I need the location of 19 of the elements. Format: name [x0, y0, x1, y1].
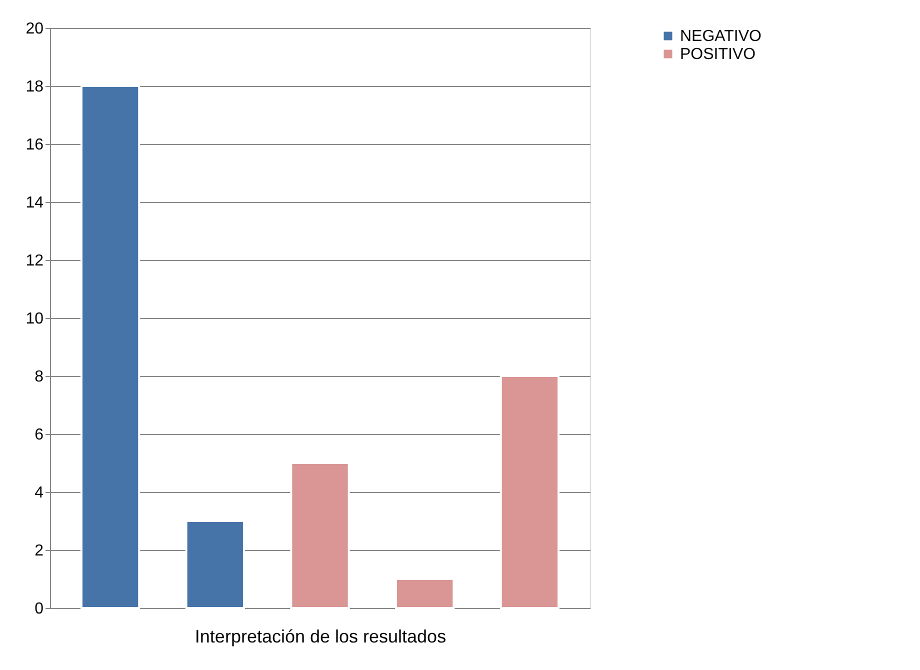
- y-tick-label: 16: [26, 136, 44, 154]
- y-tick-label: 0: [34, 600, 44, 618]
- bar: [395, 578, 455, 609]
- y-tick-label: 2: [34, 542, 44, 560]
- y-tick-label: 6: [34, 426, 44, 444]
- y-tick-label: 14: [26, 194, 44, 212]
- bar: [80, 85, 140, 609]
- bar: [290, 462, 350, 609]
- legend-label: POSITIVO: [680, 46, 756, 63]
- y-tick-label: 20: [26, 20, 44, 38]
- y-tick-label: 18: [26, 78, 44, 96]
- bar: [185, 520, 245, 609]
- legend-label: NEGATIVO: [680, 28, 762, 45]
- y-tick-label: 8: [34, 368, 44, 386]
- y-tick-label: 4: [34, 484, 44, 502]
- bar: [500, 375, 560, 609]
- y-tick-label: 10: [26, 310, 44, 328]
- y-tick-label: 12: [26, 252, 44, 270]
- x-axis-title: Interpretación de los resultados: [194, 626, 446, 646]
